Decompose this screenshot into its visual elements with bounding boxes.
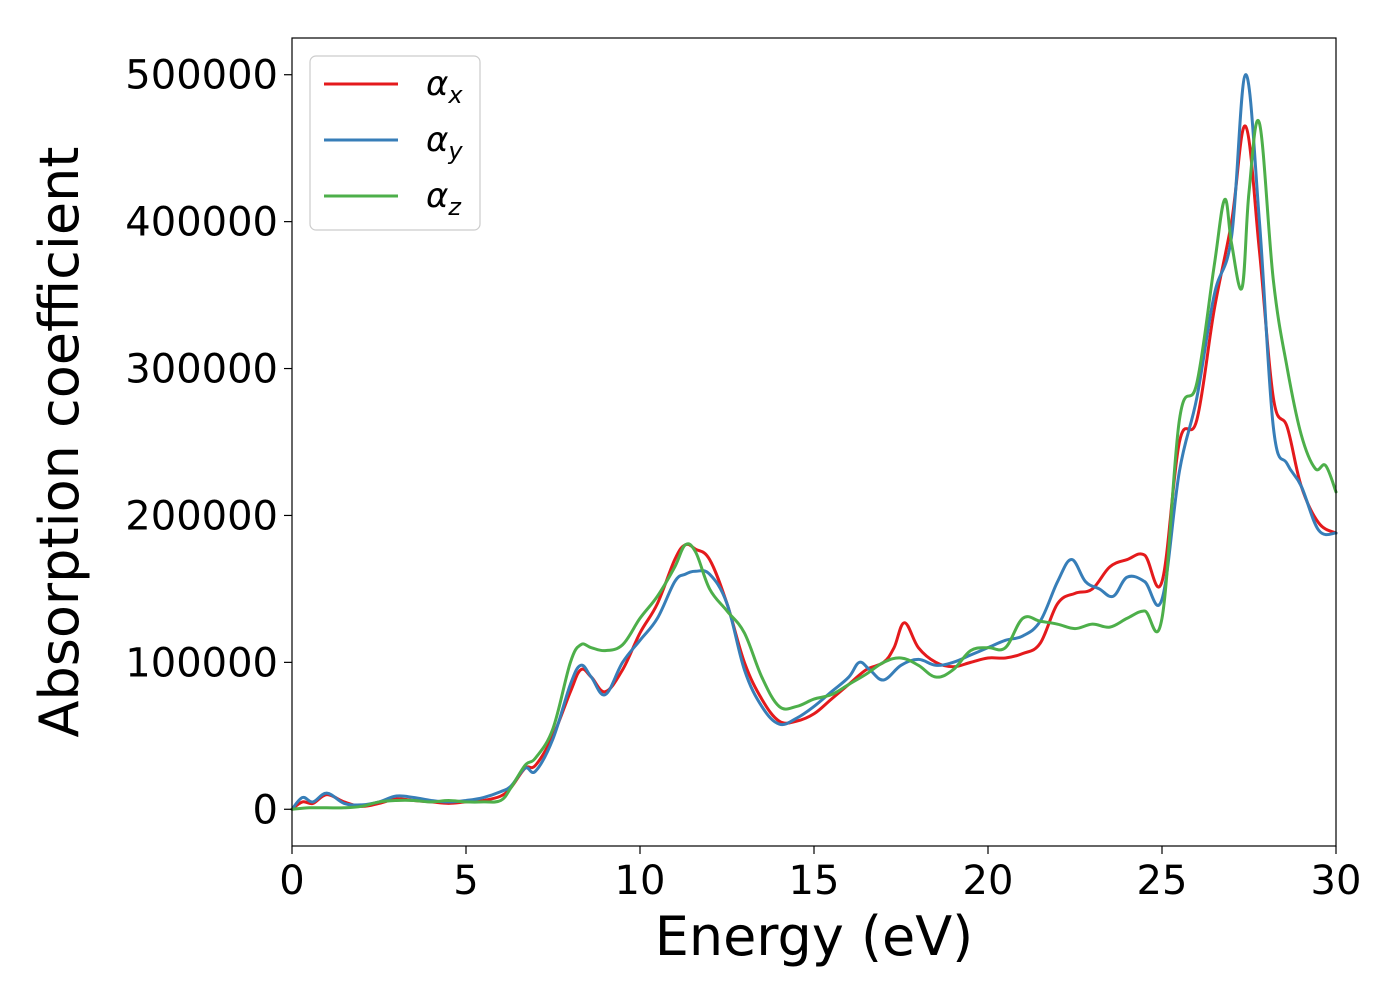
x-tick-label: 30 [1311,858,1362,904]
x-tick-label: 15 [789,858,840,904]
legend-box [309,55,481,231]
x-axis-ticks: 0 5 10 15 20 25 30 [279,846,1361,904]
y-tick-label: 100000 [125,640,278,686]
x-axis-label: Energy (eV) [655,905,974,968]
legend-label-x: αx [426,64,463,109]
legend-label-z: αz [426,176,462,221]
y-tick-label: 300000 [125,347,278,393]
legend-label-y: αy [426,120,463,165]
x-tick-label: 20 [963,858,1014,904]
series-line-z [290,119,1338,811]
x-tick-label: 10 [615,858,666,904]
series-layer [290,73,1338,811]
x-tick-label: 5 [453,858,478,904]
y-tick-label: 0 [253,787,278,833]
y-tick-label: 500000 [125,53,278,99]
legend: αx αy αz [309,55,481,231]
y-tick-label: 400000 [125,200,278,246]
y-axis-label: Absorption coefficient [28,147,91,738]
series-line-y [290,73,1338,811]
x-tick-label: 0 [279,858,304,904]
x-tick-label: 25 [1137,858,1188,904]
y-axis-ticks: 0 100000 200000 300000 400000 500000 [125,53,292,833]
y-tick-label: 200000 [125,493,278,539]
